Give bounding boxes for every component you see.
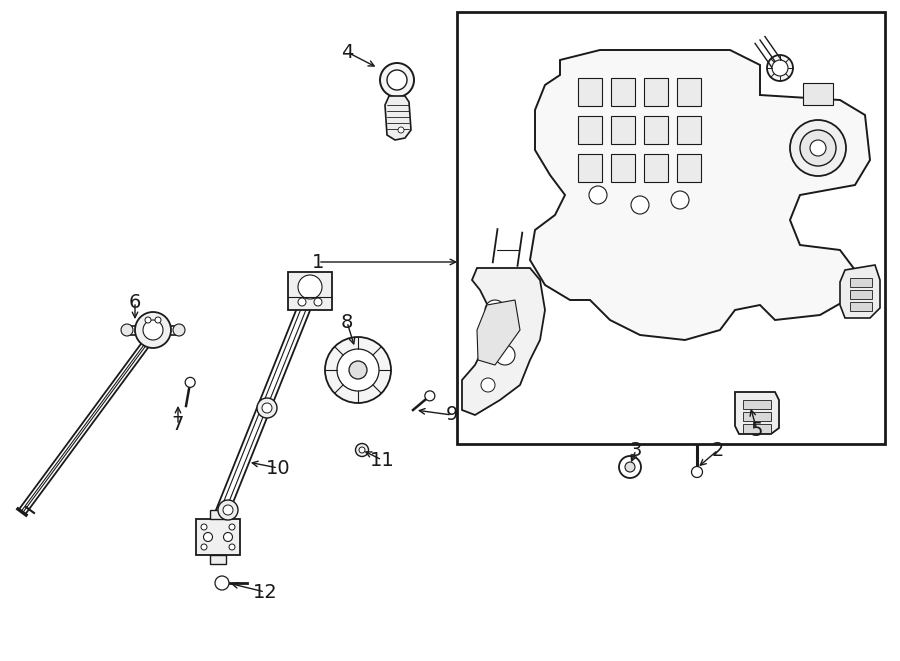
- Polygon shape: [462, 268, 545, 415]
- Text: 5: 5: [751, 420, 763, 440]
- Circle shape: [691, 467, 703, 477]
- Text: 8: 8: [341, 313, 353, 332]
- Circle shape: [298, 298, 306, 306]
- Circle shape: [215, 576, 229, 590]
- Text: 7: 7: [172, 416, 184, 434]
- Bar: [850, 290, 872, 299]
- Circle shape: [173, 324, 185, 336]
- Bar: [644, 154, 668, 182]
- Circle shape: [325, 337, 391, 403]
- Bar: [743, 400, 771, 409]
- Circle shape: [337, 349, 379, 391]
- Bar: [611, 116, 635, 144]
- Circle shape: [671, 191, 689, 209]
- Bar: [644, 116, 668, 144]
- Circle shape: [380, 63, 414, 97]
- Polygon shape: [530, 50, 870, 340]
- Bar: [743, 424, 771, 433]
- Bar: [677, 78, 701, 106]
- Circle shape: [485, 300, 505, 320]
- Text: 3: 3: [630, 440, 643, 459]
- Bar: [288, 272, 332, 310]
- Bar: [677, 116, 701, 144]
- Circle shape: [201, 524, 207, 530]
- Text: 6: 6: [129, 293, 141, 311]
- Circle shape: [359, 447, 365, 453]
- Circle shape: [387, 70, 407, 90]
- Bar: [578, 154, 602, 182]
- Text: 9: 9: [446, 405, 458, 424]
- Circle shape: [349, 361, 367, 379]
- Bar: [743, 412, 771, 421]
- Text: 2: 2: [712, 440, 724, 459]
- Text: 4: 4: [341, 42, 353, 61]
- Circle shape: [314, 298, 322, 306]
- Circle shape: [145, 317, 151, 323]
- Circle shape: [143, 320, 163, 340]
- Circle shape: [121, 324, 133, 336]
- Text: 1: 1: [311, 253, 324, 272]
- Polygon shape: [385, 96, 411, 140]
- Circle shape: [398, 127, 404, 133]
- Bar: [803, 83, 833, 105]
- Circle shape: [631, 196, 649, 214]
- Circle shape: [481, 378, 495, 392]
- Text: 10: 10: [266, 459, 291, 477]
- Circle shape: [262, 403, 272, 413]
- Circle shape: [223, 533, 232, 541]
- Bar: [644, 78, 668, 106]
- Circle shape: [155, 317, 161, 323]
- Circle shape: [800, 130, 836, 166]
- Circle shape: [229, 544, 235, 550]
- Bar: [457, 12, 885, 444]
- Circle shape: [495, 345, 515, 365]
- Circle shape: [619, 456, 641, 478]
- Circle shape: [810, 140, 826, 156]
- Circle shape: [229, 524, 235, 530]
- Circle shape: [218, 500, 238, 520]
- Circle shape: [185, 377, 195, 387]
- Circle shape: [625, 462, 635, 472]
- Bar: [677, 154, 701, 182]
- Circle shape: [772, 60, 788, 76]
- Circle shape: [425, 391, 435, 401]
- Circle shape: [589, 186, 607, 204]
- Polygon shape: [735, 392, 779, 434]
- Circle shape: [790, 120, 846, 176]
- Bar: [611, 78, 635, 106]
- Polygon shape: [196, 519, 240, 555]
- Circle shape: [257, 398, 277, 418]
- Bar: [578, 78, 602, 106]
- Circle shape: [356, 444, 368, 457]
- Circle shape: [135, 312, 171, 348]
- Text: 12: 12: [253, 582, 277, 602]
- Bar: [850, 302, 872, 311]
- Bar: [578, 116, 602, 144]
- Bar: [850, 278, 872, 287]
- Circle shape: [203, 533, 212, 541]
- Circle shape: [767, 55, 793, 81]
- Polygon shape: [210, 555, 226, 564]
- Circle shape: [223, 505, 233, 515]
- Polygon shape: [477, 300, 520, 365]
- Polygon shape: [210, 510, 226, 519]
- Circle shape: [201, 544, 207, 550]
- Text: 11: 11: [370, 451, 394, 469]
- Bar: [611, 154, 635, 182]
- Circle shape: [298, 275, 322, 299]
- Polygon shape: [840, 265, 880, 318]
